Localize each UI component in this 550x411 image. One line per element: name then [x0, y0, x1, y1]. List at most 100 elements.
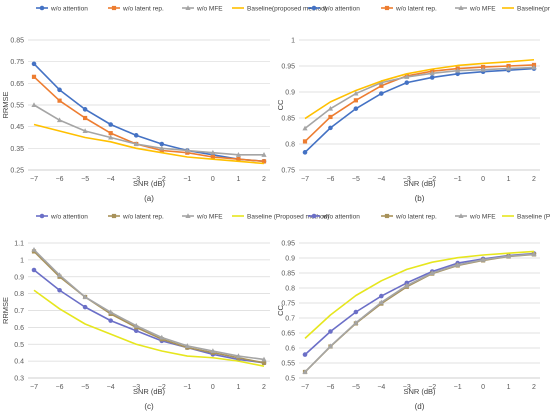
- data-point: [56, 272, 63, 278]
- legend-label: w/o attention: [322, 214, 360, 221]
- legend-marker: [111, 5, 117, 11]
- legend-item: w/o MFE: [182, 213, 223, 221]
- y-axis-title: RRMSE: [1, 91, 10, 118]
- x-tick-label: −4: [377, 176, 385, 183]
- series-line: [33, 76, 265, 163]
- data-point: [185, 150, 190, 155]
- legend-item: Baseline(proposed method): [502, 6, 550, 13]
- x-tick-label: −7: [301, 384, 309, 391]
- data-point: [108, 309, 114, 315]
- y-tick-label: 0.65: [281, 331, 295, 338]
- data-point: [379, 91, 384, 96]
- x-tick-label: 0: [481, 384, 485, 391]
- y-tick-label: 0.85: [281, 271, 295, 278]
- series-2: [302, 251, 537, 374]
- data-point: [328, 125, 333, 131]
- x-axis-title: SNR (dB): [133, 179, 166, 188]
- x-axis-title: SNR (dB): [403, 387, 436, 396]
- y-tick-label: 1.1: [14, 241, 24, 248]
- data-point: [82, 128, 88, 133]
- data-point: [378, 299, 384, 305]
- x-tick-label: −2: [428, 384, 436, 391]
- x-axis-title: SNR (dB): [403, 179, 436, 188]
- legend-marker: [39, 213, 45, 219]
- legend-label: Baseline (Proposed method): [517, 214, 550, 221]
- data-point: [31, 102, 37, 107]
- data-point: [159, 334, 165, 340]
- data-point: [159, 145, 165, 151]
- chart-panel-d: 0.5 0.55 0.6 0.65 0.7 0.75 0.8 0.85 0.9 0.95 −7 −6 −…: [276, 213, 550, 411]
- x-tick-label: 1: [236, 384, 240, 391]
- data-point: [302, 150, 308, 155]
- x-tick-label: −3: [403, 176, 411, 183]
- y-axis-title: CC: [276, 305, 285, 316]
- y-tick-label: 0.55: [281, 361, 295, 368]
- data-point: [82, 304, 88, 310]
- legend-item: w/o MFE: [182, 5, 223, 13]
- x-tick-label: −5: [352, 176, 360, 183]
- data-point: [455, 67, 461, 73]
- series-line: [304, 250, 535, 339]
- y-tick-label: 0.4: [14, 359, 24, 366]
- x-tick-label: −3: [132, 384, 140, 391]
- legend-item: w/o latent rep.: [108, 214, 164, 221]
- legend-marker: [458, 213, 464, 218]
- data-point: [82, 294, 88, 299]
- series-0: [302, 251, 537, 357]
- legend: w/o attention w/o latent rep. w/o MFE Basel…: [308, 213, 550, 221]
- legend-item: Baseline(proposed method): [232, 6, 327, 13]
- series-line: [304, 64, 535, 142]
- data-point: [480, 66, 486, 72]
- data-point: [210, 348, 216, 353]
- x-tick-label: 1: [507, 176, 511, 183]
- data-point: [353, 98, 358, 103]
- data-point: [31, 246, 37, 252]
- y-tick-label: 0.9: [285, 90, 295, 97]
- y-tick-label: 0.6: [14, 325, 24, 332]
- data-point: [236, 157, 241, 162]
- x-tick-label: −6: [326, 176, 334, 183]
- x-tick-label: 1: [236, 176, 240, 183]
- x-tick-label: −6: [56, 384, 64, 391]
- y-tick-label: 0.75: [281, 301, 295, 308]
- series-0: [302, 66, 537, 155]
- legend-label: w/o attention: [50, 6, 88, 13]
- legend-marker: [311, 5, 317, 11]
- y-tick-label: 0.65: [10, 81, 24, 88]
- x-tick-label: −2: [428, 176, 436, 183]
- series-2: [31, 246, 267, 362]
- legend-label: w/o MFE: [196, 214, 223, 221]
- legend-marker: [111, 213, 117, 219]
- legend-label: w/o latent rep.: [395, 6, 437, 13]
- legend-item: w/o attention: [36, 6, 88, 13]
- y-tick-label: 0.9: [14, 274, 24, 281]
- y-tick-label: 0.25: [10, 168, 24, 175]
- x-tick-label: −1: [183, 384, 191, 391]
- x-tick-label: −1: [454, 176, 462, 183]
- data-point: [378, 79, 384, 85]
- x-tick-label: −1: [183, 176, 191, 183]
- data-point: [261, 360, 267, 365]
- x-tick-label: 0: [481, 176, 485, 183]
- legend-marker: [384, 5, 390, 11]
- x-tick-label: −3: [132, 176, 140, 183]
- series-line: [33, 104, 264, 156]
- series-2: [302, 64, 537, 131]
- x-tick-label: −6: [326, 384, 334, 391]
- x-tick-label: −5: [352, 384, 360, 391]
- x-tick-label: −5: [81, 384, 89, 391]
- series-line: [33, 250, 265, 364]
- x-tick-label: 2: [532, 176, 536, 183]
- data-point: [353, 106, 359, 111]
- data-point: [429, 75, 435, 80]
- data-point: [31, 267, 37, 273]
- x-tick-label: 2: [262, 176, 266, 183]
- y-tick-label: 0.85: [281, 116, 295, 123]
- series-line: [304, 58, 535, 120]
- y-axis-title: CC: [276, 99, 285, 110]
- data-point: [302, 369, 308, 374]
- y-tick-label: 0.95: [281, 241, 295, 248]
- y-tick-label: 0.75: [281, 168, 295, 175]
- panel-caption: (a): [144, 194, 154, 203]
